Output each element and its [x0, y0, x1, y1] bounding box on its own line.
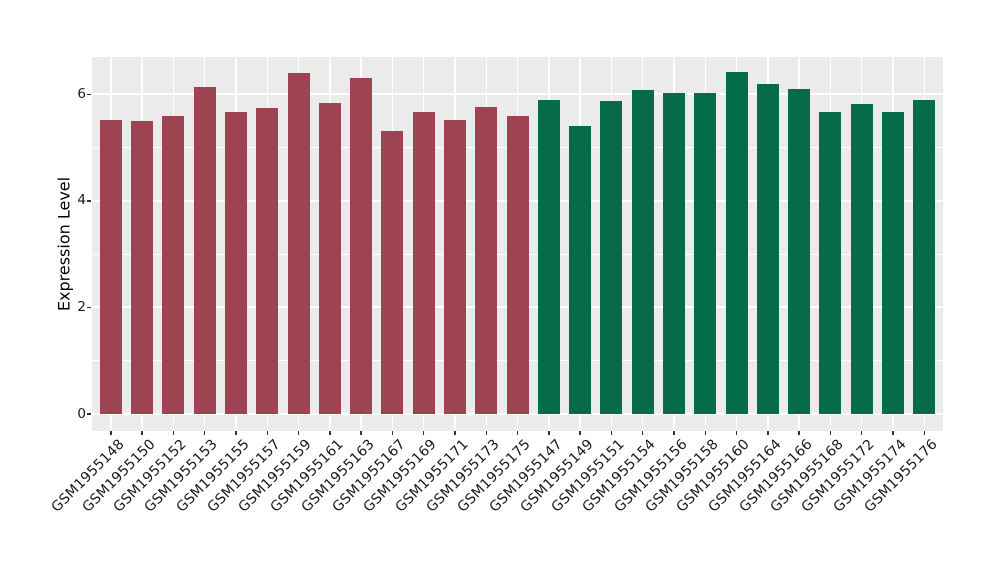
x-tick-mark [235, 431, 237, 435]
bar [850, 103, 873, 414]
x-tick-mark [422, 431, 425, 435]
bar [193, 86, 216, 414]
bar [287, 73, 310, 414]
bar [662, 92, 685, 414]
bar [318, 102, 341, 414]
bar [224, 112, 247, 414]
bar [819, 112, 842, 414]
plot-panel [92, 57, 943, 431]
bar [131, 120, 154, 414]
bar [881, 112, 904, 414]
bar [475, 107, 498, 414]
bar [694, 92, 717, 414]
bar [569, 126, 592, 414]
y-tick-label: 6 [77, 85, 86, 102]
bar [162, 116, 185, 414]
y-tick-mark [87, 413, 91, 415]
bar [600, 101, 623, 414]
x-tick-mark [704, 431, 706, 435]
x-tick-mark [641, 431, 644, 435]
bar [537, 99, 560, 414]
x-tick-mark [923, 431, 925, 435]
x-tick-mark [391, 431, 394, 435]
y-tick-label: 4 [77, 192, 86, 209]
x-tick-mark [860, 431, 863, 435]
bar [381, 131, 404, 414]
bar [788, 88, 811, 414]
bar [725, 72, 748, 414]
bar [756, 84, 779, 414]
x-tick-mark [297, 431, 300, 435]
bar [631, 89, 654, 414]
x-tick-mark [454, 431, 456, 435]
bar [99, 119, 122, 414]
x-tick-mark [735, 431, 738, 435]
x-tick-mark [798, 431, 800, 435]
x-tick-mark [516, 431, 519, 435]
bar [443, 119, 466, 414]
y-tick-label: 2 [77, 298, 86, 315]
x-tick-mark [172, 431, 175, 435]
x-tick-mark [767, 431, 769, 435]
x-tick-mark [266, 431, 268, 435]
y-tick-mark [87, 306, 91, 309]
y-tick-label: 0 [77, 405, 86, 422]
y-tick-mark [87, 200, 91, 202]
bar [256, 107, 279, 414]
x-tick-mark [548, 431, 550, 435]
x-tick-mark [329, 431, 331, 435]
x-tick-mark [892, 431, 894, 435]
x-tick-mark [610, 431, 613, 435]
bar [350, 78, 373, 414]
x-tick-mark [673, 431, 675, 435]
y-tick-mark [87, 93, 91, 95]
x-tick-mark [360, 431, 362, 435]
x-tick-mark [141, 431, 143, 435]
bar [506, 115, 529, 414]
x-tick-mark [203, 431, 206, 435]
x-tick-mark [110, 431, 112, 435]
bar [412, 111, 435, 414]
x-tick-mark [485, 431, 487, 435]
x-tick-mark [579, 431, 581, 435]
bar [913, 99, 936, 414]
x-tick-mark [829, 431, 832, 435]
